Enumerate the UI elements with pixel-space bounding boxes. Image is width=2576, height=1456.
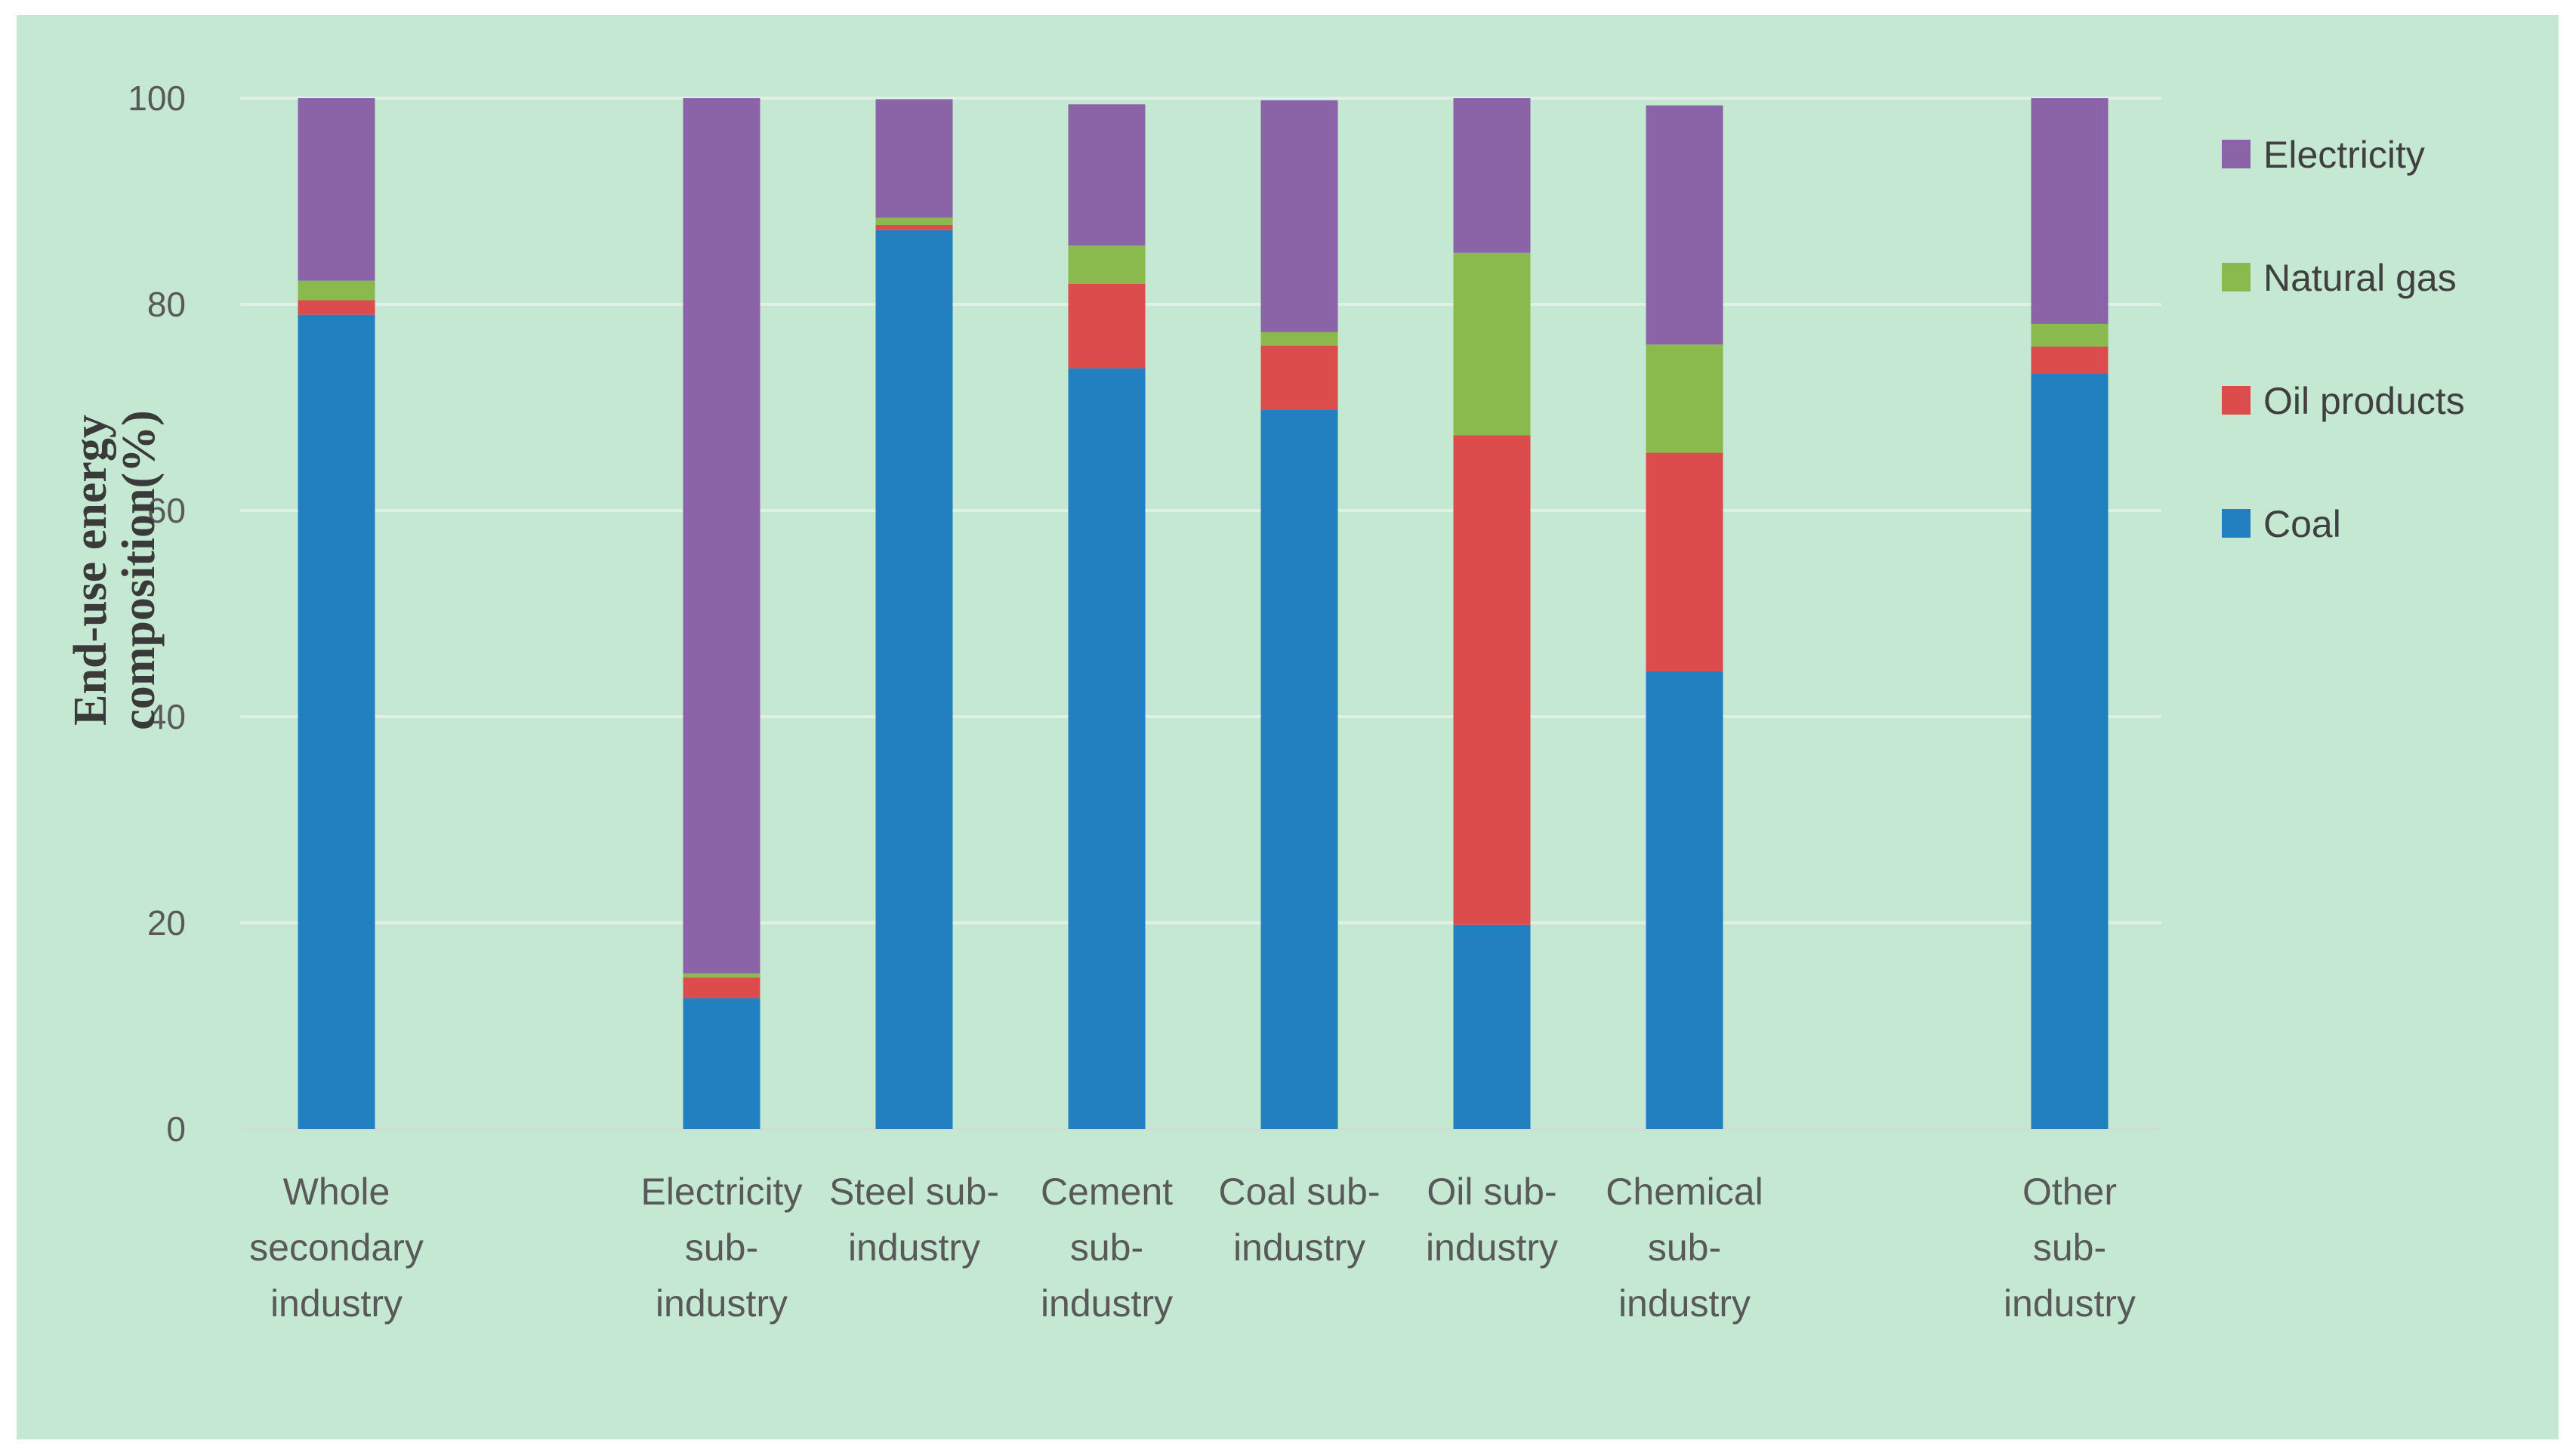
- legend-swatch-natural-gas: [2222, 263, 2251, 292]
- bar-segment-natural-gas: [1646, 344, 1723, 453]
- bar-segment-oil-products: [1260, 345, 1338, 410]
- bar-segment-electricity: [875, 99, 953, 218]
- legend-label: Oil products: [2263, 380, 2465, 422]
- x-category-label: Electricity sub-industry: [641, 1171, 803, 1325]
- bar-segment-coal: [1260, 409, 1338, 1129]
- gridlines: [240, 97, 2161, 1131]
- bars: [298, 98, 2109, 1130]
- y-tick-label: 100: [128, 79, 186, 118]
- x-category-label: Other sub-industry: [2004, 1171, 2136, 1325]
- legend-label: Coal: [2263, 503, 2341, 545]
- bar-segment-natural-gas: [875, 217, 953, 225]
- legend-swatch-electricity: [2222, 140, 2251, 168]
- bar-segment-natural-gas: [1068, 245, 1146, 284]
- bar-segment-oil-products: [1646, 452, 1723, 671]
- x-category-label: Cement sub-industry: [1041, 1171, 1173, 1325]
- legend: Electricity Natural gas Oil products Coal: [2222, 134, 2465, 545]
- bar-segment-coal: [2031, 373, 2109, 1130]
- x-axis-labels: Whole secondary industry Electricity sub-ind…: [249, 1171, 2136, 1325]
- bar-segment-natural-gas: [683, 973, 760, 978]
- bar-segment-coal: [298, 314, 375, 1129]
- bar-segment-oil-products: [1453, 435, 1531, 925]
- bar-segment-oil-products: [875, 224, 953, 230]
- x-category-label: Whole secondary industry: [249, 1171, 424, 1325]
- bar-segment-electricity: [1260, 100, 1338, 332]
- x-category-label: Oil sub-industry: [1426, 1171, 1558, 1269]
- bar-segment-coal: [1453, 924, 1531, 1129]
- y-tick-label: 20: [147, 903, 186, 942]
- bar-segment-coal: [1068, 368, 1146, 1129]
- y-axis-title: End-use energycomposition(%): [65, 410, 165, 730]
- y-axis-title-text: End-use energycomposition(%): [65, 410, 165, 730]
- y-tick-label: 60: [147, 491, 186, 530]
- y-axis-ticks: 0 20 40 60 80 100: [128, 79, 186, 1149]
- bar-segment-electricity: [683, 98, 760, 973]
- bar-segment-oil-products: [298, 300, 375, 315]
- stacked-bar-chart: 0 20 40 60 80 100 Whole secondary industry Elect…: [65, 79, 2465, 1325]
- bar-segment-natural-gas: [1453, 252, 1531, 436]
- legend-label: Natural gas: [2263, 257, 2457, 299]
- x-category-label: Coal sub-industry: [1219, 1171, 1381, 1269]
- bar-segment-oil-products: [683, 977, 760, 998]
- bar-segment-coal: [1646, 671, 1723, 1129]
- bar-segment-coal: [875, 230, 953, 1130]
- bar-segment-natural-gas: [2031, 323, 2109, 347]
- legend-swatch-oil-products: [2222, 386, 2251, 415]
- bar-segment-coal: [683, 998, 760, 1129]
- bar-segment-oil-products: [1068, 283, 1146, 369]
- bar-segment-electricity: [1646, 105, 1723, 345]
- x-category-label: Steel sub-industry: [829, 1171, 999, 1269]
- bar-segment-oil-products: [2031, 346, 2109, 374]
- bar-segment-electricity: [298, 98, 375, 281]
- y-tick-label: 40: [147, 697, 186, 736]
- bar-segment-natural-gas: [1260, 332, 1338, 346]
- bar-segment-electricity: [1453, 98, 1531, 253]
- chart-area: 0 20 40 60 80 100 Whole secondary industry Elect…: [17, 15, 2559, 1439]
- x-category-label: Chemical sub-industry: [1606, 1171, 1763, 1325]
- bar-segment-electricity: [2031, 98, 2109, 324]
- bar-segment-electricity: [1068, 104, 1146, 246]
- y-tick-label: 80: [147, 285, 186, 324]
- legend-swatch-coal: [2222, 509, 2251, 538]
- legend-label: Electricity: [2263, 134, 2425, 176]
- bar-segment-natural-gas: [298, 280, 375, 301]
- y-tick-label: 0: [166, 1109, 186, 1149]
